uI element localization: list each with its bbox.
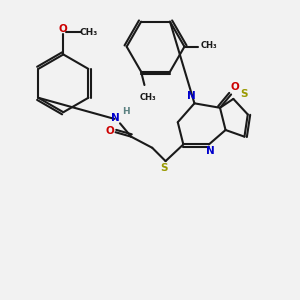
Text: H: H — [122, 106, 129, 116]
Text: N: N — [206, 146, 214, 156]
Text: S: S — [241, 89, 248, 99]
Text: S: S — [161, 163, 168, 173]
Text: CH₃: CH₃ — [140, 93, 156, 102]
Text: O: O — [59, 24, 68, 34]
Text: O: O — [230, 82, 239, 92]
Text: CH₃: CH₃ — [201, 41, 217, 50]
Text: O: O — [106, 126, 114, 136]
Text: N: N — [111, 113, 120, 123]
Text: CH₃: CH₃ — [80, 28, 98, 37]
Text: N: N — [187, 91, 196, 100]
